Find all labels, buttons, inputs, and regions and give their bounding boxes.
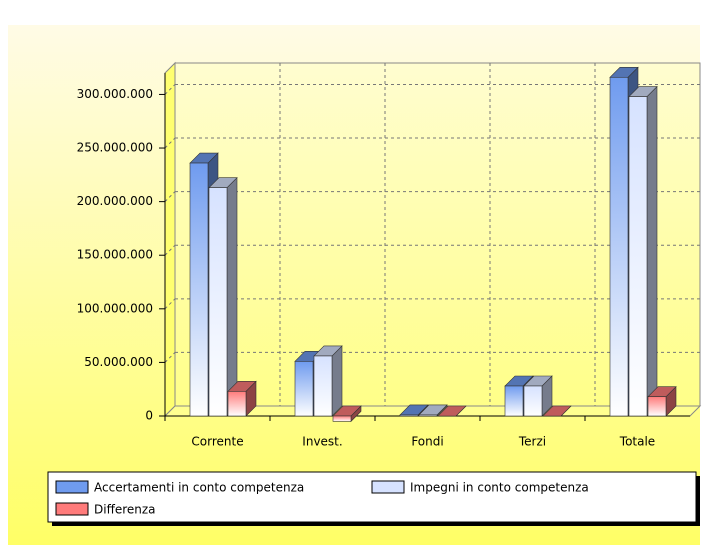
y-tick-label: 300.000.000 xyxy=(77,87,153,101)
bar-front xyxy=(647,396,667,417)
grid-line xyxy=(164,137,176,149)
grid-line xyxy=(164,244,176,256)
bar xyxy=(208,176,238,417)
legend-swatch xyxy=(371,480,405,494)
bar-front xyxy=(313,355,333,417)
bar xyxy=(647,385,677,417)
y-tick-label: 250.000.000 xyxy=(77,141,153,155)
y-tick-label: 100.000.000 xyxy=(77,301,153,315)
left-wall xyxy=(164,61,176,418)
legend-swatch xyxy=(55,480,89,494)
legend xyxy=(47,471,697,523)
bar xyxy=(523,375,553,417)
bar xyxy=(227,380,257,417)
bar xyxy=(418,404,448,417)
bar-front xyxy=(418,414,438,417)
x-tick-label: Corrente xyxy=(191,435,243,449)
y-tick-label: 50.000.000 xyxy=(84,355,153,369)
bar-front xyxy=(628,96,648,417)
legend-label: Accertamenti in conto competenza xyxy=(94,481,304,495)
bar-front xyxy=(399,414,419,417)
bar-top xyxy=(542,405,572,417)
y-tick-label: 0 xyxy=(145,409,153,423)
bar-top xyxy=(437,405,467,417)
bar-front xyxy=(227,391,247,417)
bar xyxy=(437,405,467,417)
x-tick-label: Terzi xyxy=(518,435,546,449)
bar-front xyxy=(294,361,314,417)
bar-side xyxy=(646,85,658,417)
bar-front xyxy=(504,385,524,417)
bar-side xyxy=(226,176,238,417)
grid-line xyxy=(164,84,176,95)
bar xyxy=(542,405,572,417)
bar-front xyxy=(609,76,629,417)
legend-swatch xyxy=(55,502,89,516)
bar-front xyxy=(523,385,543,417)
x-tick-label: Fondi xyxy=(411,435,443,449)
y-tick-label: 200.000.000 xyxy=(77,194,153,208)
legend-label: Differenza xyxy=(94,503,156,517)
bar xyxy=(313,345,343,417)
bar-front xyxy=(189,162,209,417)
x-tick-label: Totale xyxy=(619,435,655,449)
y-tick-label: 150.000.000 xyxy=(77,248,153,262)
legend-label: Impegni in conto competenza xyxy=(410,481,589,495)
bar-front xyxy=(208,187,228,417)
grid-line xyxy=(164,352,176,363)
grid-line xyxy=(164,191,176,202)
bar xyxy=(628,85,658,417)
x-tick-label: Invest. xyxy=(302,435,342,449)
bar-side xyxy=(331,345,343,417)
grid-line xyxy=(164,298,176,310)
bar-front xyxy=(332,415,352,422)
bar xyxy=(332,405,362,423)
